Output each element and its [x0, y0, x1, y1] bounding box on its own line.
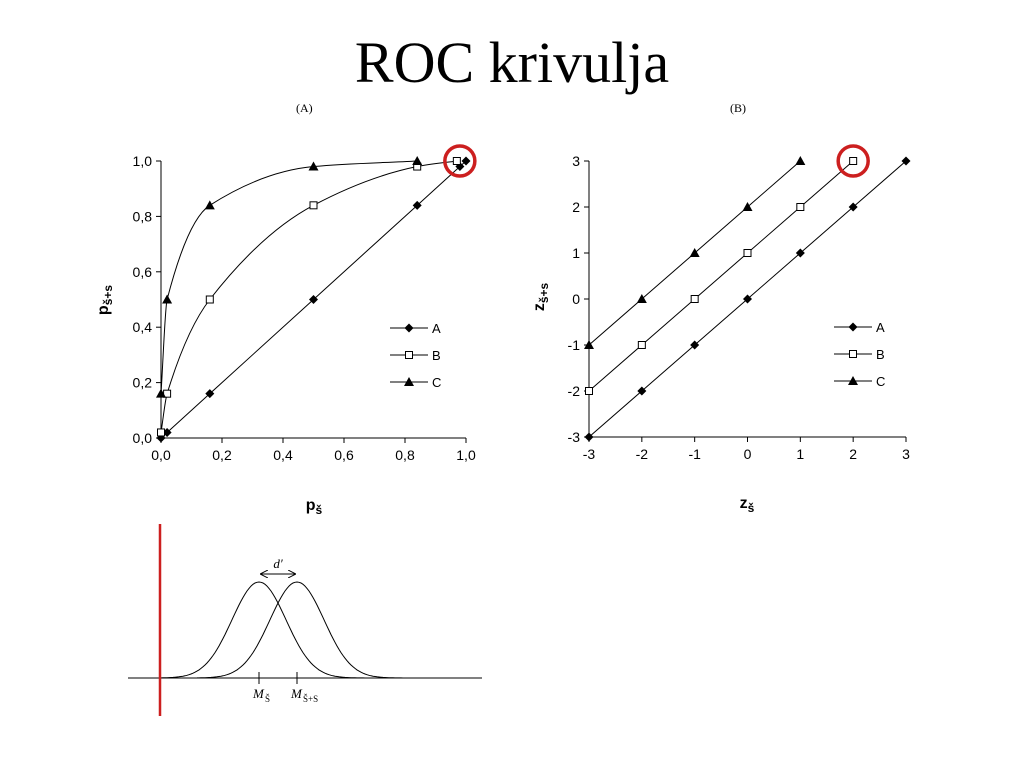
- x-tick-label: 1,0: [456, 447, 476, 463]
- legend-label-a: A: [876, 320, 885, 335]
- legend-marker-a: [848, 322, 858, 332]
- data-point-b: [637, 341, 646, 349]
- legend-marker-a: [404, 323, 414, 333]
- series-c: [584, 156, 806, 349]
- data-point-a: [412, 200, 422, 210]
- data-point-b: [157, 428, 165, 437]
- data-point-c: [204, 200, 215, 210]
- data-point-a: [637, 386, 647, 396]
- data-point-a: [795, 248, 805, 258]
- highlight-circle: [443, 144, 477, 178]
- data-point-c: [636, 294, 647, 303]
- data-point-a: [461, 156, 471, 166]
- x-tick-label: 0: [744, 446, 752, 462]
- m-signal-subscript: Š+S: [303, 694, 318, 704]
- series-c: [156, 156, 423, 398]
- slide-title: ROC krivulja: [354, 30, 670, 95]
- data-point-c: [412, 156, 423, 165]
- series-b: [157, 157, 461, 437]
- data-point-c: [308, 161, 319, 171]
- highlight-circle: [836, 144, 870, 178]
- data-point-a: [205, 389, 215, 399]
- data-point-c: [689, 248, 700, 257]
- y-tick-label: 2: [572, 199, 580, 215]
- data-point-b: [585, 387, 593, 395]
- x-tick-label: 0,4: [273, 447, 293, 463]
- y-axis-label: pš+s: [95, 285, 115, 315]
- y-tick-label: 0,8: [133, 208, 153, 224]
- data-point-b: [796, 203, 805, 211]
- d-prime-label: d′: [273, 556, 283, 571]
- data-point-c: [156, 388, 166, 398]
- y-tick-label: 3: [572, 153, 580, 169]
- data-point-a: [584, 432, 594, 442]
- x-tick-label: 1: [796, 446, 804, 462]
- y-tick-label: 0,0: [133, 430, 153, 446]
- data-point-b: [205, 295, 214, 304]
- m-noise-label: M: [252, 686, 265, 701]
- legend-marker-b: [849, 350, 857, 358]
- series-b: [585, 157, 858, 395]
- y-tick-label: 0,2: [133, 375, 153, 391]
- x-tick-label: 0,0: [151, 447, 171, 463]
- y-tick-label: 0,4: [133, 319, 153, 335]
- y-tick-label: 1: [572, 245, 580, 261]
- data-point-b: [849, 157, 858, 165]
- x-tick-label: -1: [688, 446, 701, 462]
- x-axis-label: zš: [740, 495, 755, 515]
- legend-label-a: A: [432, 321, 441, 336]
- data-point-b: [309, 201, 318, 210]
- data-point-a: [309, 295, 318, 304]
- data-point-a: [848, 202, 858, 212]
- m-noise-subscript: Š: [265, 694, 270, 704]
- legend-marker-b: [405, 351, 413, 359]
- legend-marker-c: [404, 377, 414, 386]
- x-tick-label: -2: [636, 446, 649, 462]
- y-tick-label: 0,6: [133, 264, 153, 280]
- y-tick-label: -3: [568, 429, 581, 445]
- data-point-c: [742, 202, 753, 211]
- data-point-b: [690, 295, 699, 303]
- data-point-c: [795, 156, 806, 165]
- x-tick-label: -3: [583, 446, 596, 462]
- x-tick-label: 0,6: [334, 447, 354, 463]
- data-point-a: [901, 156, 911, 166]
- y-tick-label: 1,0: [133, 153, 153, 169]
- m-signal-label: M: [290, 686, 303, 701]
- y-tick-label: 0: [572, 291, 580, 307]
- panel-a-label: (A): [296, 101, 313, 115]
- y-axis-label: zš+s: [531, 282, 551, 311]
- data-point-a: [690, 340, 700, 350]
- x-tick-label: 0,8: [395, 447, 415, 463]
- y-tick-label: -2: [568, 383, 581, 399]
- legend-label-b: B: [876, 347, 885, 362]
- signal-distribution-curve: [197, 581, 407, 679]
- noise-distribution-curve: [159, 581, 369, 679]
- legend-label-b: B: [432, 348, 441, 363]
- data-point-b: [743, 249, 752, 257]
- panel-b-label: (B): [730, 101, 746, 115]
- x-tick-label: 2: [849, 446, 857, 462]
- y-tick-label: -1: [568, 337, 581, 353]
- x-tick-label: 3: [902, 446, 910, 462]
- series-line-b: [588, 160, 854, 392]
- data-point-a: [743, 294, 752, 304]
- series-a: [584, 156, 911, 442]
- data-point-b: [452, 157, 461, 165]
- legend-label-c: C: [432, 375, 441, 390]
- x-axis-label: pš: [306, 497, 323, 517]
- data-point-c: [162, 294, 173, 304]
- data-point-c: [584, 340, 594, 349]
- legend-label-c: C: [876, 374, 885, 389]
- legend-marker-c: [848, 376, 858, 385]
- x-tick-label: 0,2: [212, 447, 232, 463]
